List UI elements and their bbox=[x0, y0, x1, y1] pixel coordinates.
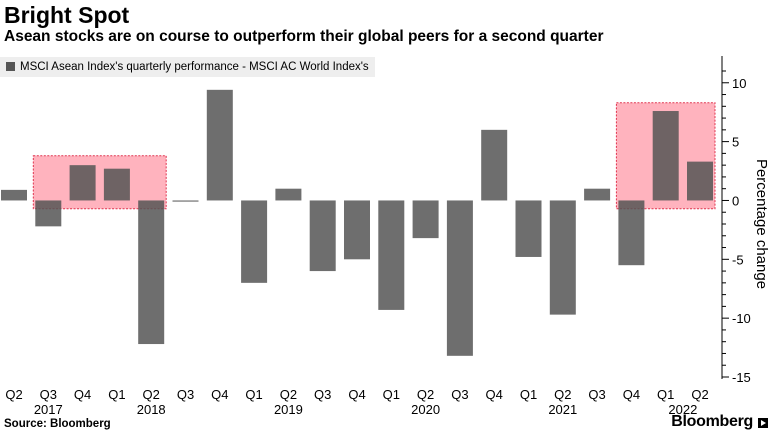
highlight-box-1 bbox=[32, 155, 167, 210]
x-tick-label: Q1 bbox=[657, 387, 674, 402]
x-tick-label: Q2 bbox=[5, 387, 22, 402]
bar-q1-11 bbox=[378, 200, 405, 310]
bar-q2-4 bbox=[138, 200, 165, 345]
bar-q3-5 bbox=[172, 200, 199, 202]
x-tick-label: Q4 bbox=[211, 387, 228, 402]
bar-q2-12 bbox=[412, 200, 439, 239]
bar-q4-14 bbox=[481, 129, 508, 201]
bar-q4-2 bbox=[69, 165, 96, 201]
bar-q4-6 bbox=[206, 89, 233, 201]
x-tick-label: Q3 bbox=[314, 387, 331, 402]
source-note: Source: Bloomberg bbox=[4, 418, 111, 430]
x-tick-label: Q3 bbox=[40, 387, 57, 402]
x-tick-label: Q3 bbox=[588, 387, 605, 402]
bar-q1-7 bbox=[241, 200, 268, 283]
brand-mark-icon bbox=[758, 418, 768, 428]
x-tick-label: Q3 bbox=[451, 387, 468, 402]
x-tick-label: Q1 bbox=[383, 387, 400, 402]
y-tick-label: 5 bbox=[732, 135, 739, 150]
y-tick-label: -15 bbox=[732, 370, 751, 385]
x-tick-label: Q2 bbox=[417, 387, 434, 402]
bar-q2-8 bbox=[275, 188, 302, 201]
chart-title: Bright Spot bbox=[4, 2, 130, 28]
bar-q4-18 bbox=[618, 200, 645, 266]
x-year-label: 2020 bbox=[411, 402, 440, 417]
x-tick-label: Q1 bbox=[520, 387, 537, 402]
x-tick-label: Q1 bbox=[108, 387, 125, 402]
x-tick-label: Q3 bbox=[177, 387, 194, 402]
x-tick-label: Q2 bbox=[143, 387, 160, 402]
x-tick-label: Q1 bbox=[245, 387, 262, 402]
y-axis-title: Percentage change bbox=[753, 159, 770, 289]
y-tick-label: 10 bbox=[732, 76, 746, 91]
x-tick-label: Q2 bbox=[554, 387, 571, 402]
legend-swatch bbox=[6, 62, 15, 71]
x-tick-label: Q4 bbox=[348, 387, 365, 402]
bar-q1-15 bbox=[515, 200, 542, 257]
x-year-label: 2021 bbox=[548, 402, 577, 417]
x-year-label: 2022 bbox=[668, 402, 697, 417]
legend: MSCI Asean Index's quarterly performance… bbox=[0, 57, 375, 77]
bar-q2-20 bbox=[687, 161, 713, 201]
x-tick-label: Q4 bbox=[74, 387, 91, 402]
x-year-label: 2019 bbox=[274, 402, 303, 417]
bar-q3-13 bbox=[446, 200, 473, 356]
bar-q1-3 bbox=[103, 168, 130, 201]
bar-q4-10 bbox=[344, 200, 370, 260]
y-tick-label: -5 bbox=[732, 252, 744, 267]
x-tick-label: Q4 bbox=[623, 387, 640, 402]
bar-q1-19 bbox=[652, 111, 679, 201]
legend-label: MSCI Asean Index's quarterly performance… bbox=[20, 61, 369, 73]
bar-q3-1 bbox=[35, 200, 62, 227]
bar-q3-17 bbox=[584, 188, 611, 201]
brand-logo: Bloomberg bbox=[671, 413, 753, 430]
x-tick-label: Q2 bbox=[280, 387, 297, 402]
bar-q2-0 bbox=[1, 189, 27, 201]
x-tick-label: Q2 bbox=[691, 387, 708, 402]
x-year-label: 2017 bbox=[34, 402, 63, 417]
bar-q3-9 bbox=[309, 200, 336, 272]
y-tick-label: -10 bbox=[732, 311, 751, 326]
x-year-label: 2018 bbox=[137, 402, 166, 417]
chart-subtitle: Asean stocks are on course to outperform… bbox=[4, 28, 604, 45]
y-tick-label: 0 bbox=[732, 193, 739, 208]
bar-q2-16 bbox=[549, 200, 576, 315]
x-tick-label: Q4 bbox=[486, 387, 503, 402]
